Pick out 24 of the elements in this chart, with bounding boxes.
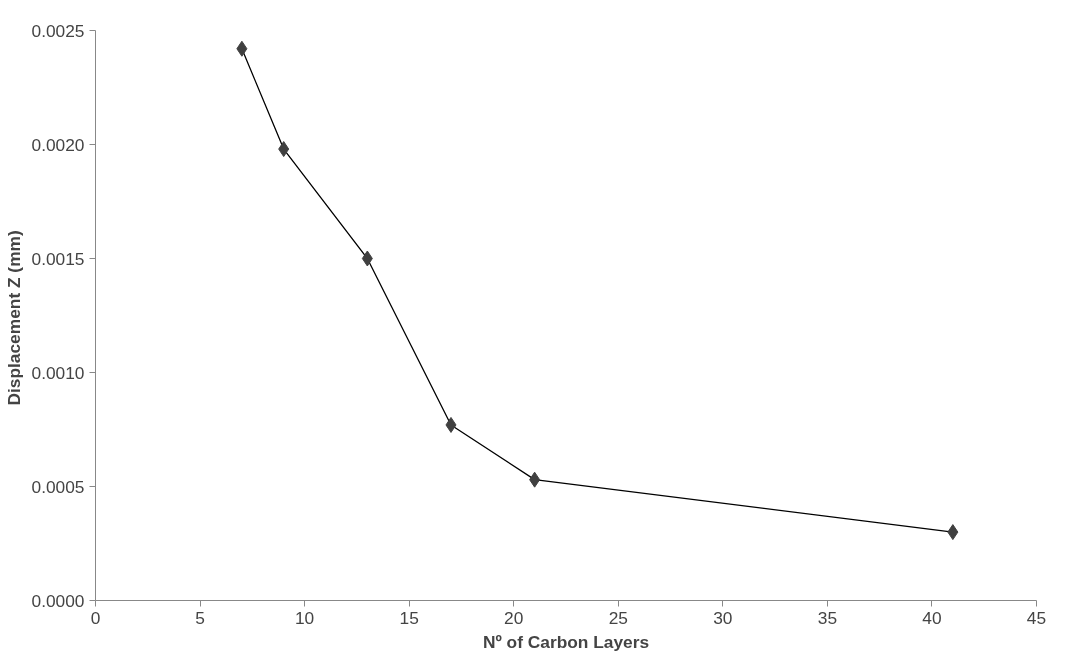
y-tick-label: 0.0010 [31,362,85,383]
y-tick-label: 0.0000 [31,590,85,611]
x-tick-label: 35 [817,607,838,628]
x-tick-label: 25 [608,607,628,628]
point [361,250,373,267]
x-axis-title: Nº of Carbon Layers [482,631,650,652]
y-tick-label: 0.0020 [31,134,85,155]
x-tick-label: 10 [294,607,315,628]
x-tick-label: 5 [195,607,205,628]
x-tick-label: 0 [90,607,101,628]
x-tick-label: 15 [399,607,419,628]
y-tick-label: 0.0005 [31,476,85,497]
point [236,40,248,57]
point [529,471,541,488]
x-tick-label: 30 [713,607,733,628]
x-tick-label: 45 [1026,607,1047,628]
point [947,524,959,541]
x-tick-label: 20 [504,607,524,628]
y-tick-label: 0.0025 [31,20,85,41]
x-tick-label: 40 [922,607,942,628]
point [278,141,290,158]
y-tick-label: 0.0015 [31,248,85,269]
y-axis-title: Displacement Z (mm) [3,230,24,406]
point [445,416,457,433]
